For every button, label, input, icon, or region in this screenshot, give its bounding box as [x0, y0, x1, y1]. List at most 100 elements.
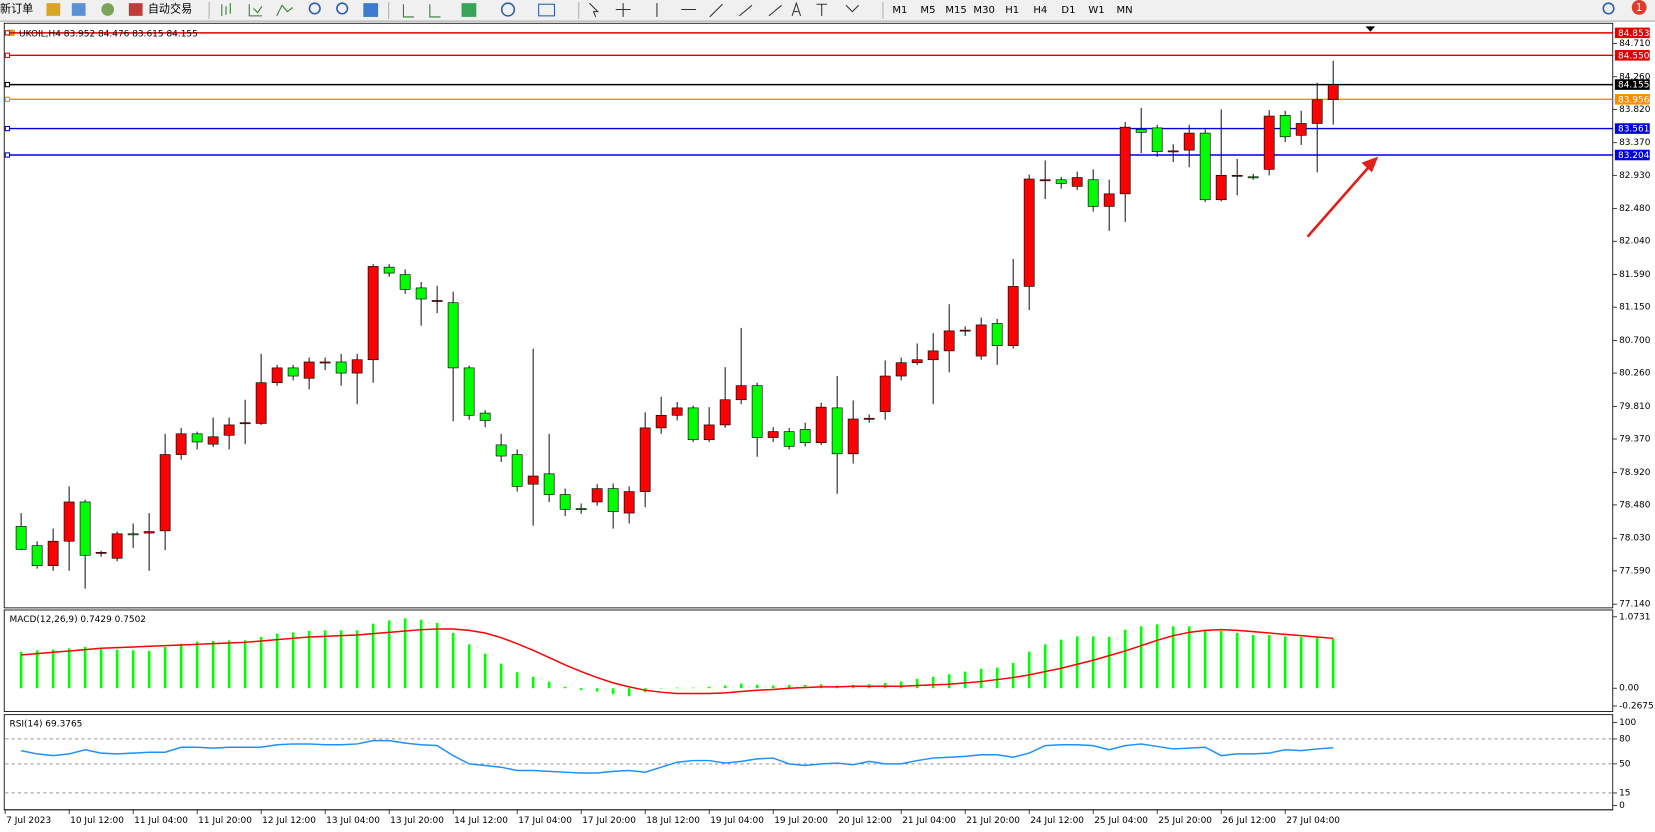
y-tick-label: 78.480: [1619, 500, 1651, 510]
timeframe-button[interactable]: M30: [973, 5, 994, 16]
icon: [538, 3, 556, 17]
candle-body: [1071, 177, 1083, 187]
x-tick-label: 17 Jul 04:00: [518, 816, 572, 826]
candle-body: [575, 508, 587, 510]
x-tick-label: 17 Jul 20:00: [582, 816, 636, 826]
timeframe-button[interactable]: M1: [892, 5, 907, 16]
histogram-bar: [307, 631, 311, 689]
histogram-bar: [179, 643, 183, 689]
x-tick-label: 11 Jul 04:00: [134, 816, 188, 826]
y-tick-label: 0: [1619, 801, 1625, 811]
candle-body: [479, 412, 491, 421]
timeframe-button[interactable]: D1: [1061, 5, 1075, 16]
zoom-in[interactable]: [308, 2, 321, 15]
histogram-bar: [995, 667, 999, 689]
timeframe-button[interactable]: H4: [1033, 5, 1047, 16]
histogram-bar: [1283, 636, 1287, 689]
histogram-bar: [627, 688, 631, 697]
x-tick-label: 10 Jul 12:00: [70, 816, 124, 826]
candle-body: [527, 475, 539, 485]
notification-count: 1: [1636, 2, 1643, 14]
pane-title: RSI(14) 69.3765: [10, 720, 83, 730]
y-tick-label: 84.710: [1619, 39, 1651, 49]
timeframe-button[interactable]: M15: [945, 5, 966, 16]
timeframe-button[interactable]: M5: [920, 5, 935, 16]
candle-body: [559, 494, 571, 510]
level-label: 83.561: [1618, 125, 1649, 135]
auto-trade-button[interactable]: 自动交易: [148, 2, 192, 16]
level-label-bg: [1614, 123, 1650, 134]
histogram-bar: [435, 623, 439, 689]
y-tick-label: 80.260: [1619, 369, 1651, 379]
y-tick-label: 77.140: [1619, 600, 1651, 610]
histogram-bar: [963, 671, 967, 689]
icon: [46, 3, 61, 16]
histogram-bar: [147, 650, 151, 689]
timeframe-button[interactable]: W1: [1088, 5, 1104, 16]
drawing-tools[interactable]: [588, 2, 782, 18]
level-label-bg: [1614, 50, 1650, 61]
timeframe-button[interactable]: H1: [1005, 5, 1019, 16]
candle-body: [895, 362, 907, 377]
notification-badge[interactable]: [1631, 0, 1647, 15]
histogram-bar: [1251, 634, 1255, 689]
icon: [221, 3, 293, 17]
candle-body: [239, 422, 251, 425]
candle-body: [399, 274, 411, 290]
x-tick-label: 25 Jul 20:00: [1158, 816, 1212, 826]
histogram-bar: [451, 632, 455, 689]
x-tick-label: 12 Jul 12:00: [262, 816, 316, 826]
candle-body: [1103, 193, 1115, 207]
candle-body: [799, 429, 811, 444]
y-tick-label: 78.920: [1619, 468, 1651, 478]
candle-body: [959, 329, 971, 332]
histogram-bar: [275, 633, 279, 689]
drawing-tools[interactable]: [791, 1, 860, 17]
histogram-bar: [947, 674, 951, 689]
timeframe-button[interactable]: MN: [1117, 5, 1133, 16]
arrow-shaft: [1306, 166, 1370, 238]
level-label: 84.155: [1618, 81, 1649, 91]
histogram-bar: [131, 650, 135, 689]
y-tick-label: 79.810: [1619, 402, 1651, 412]
candle-body: [1151, 127, 1163, 152]
y-tick-label: 0.00: [1619, 684, 1639, 694]
level-label-bg: [1614, 79, 1650, 90]
candle-body: [879, 375, 891, 412]
y-tick-label: -0.2675: [1619, 701, 1654, 711]
candle-body: [639, 427, 651, 492]
main-pane-frame: [3, 22, 1614, 609]
histogram-bar: [579, 688, 583, 691]
x-tick-label: 20 Jul 12:00: [838, 816, 892, 826]
histogram-bar: [659, 688, 663, 689]
histogram-bar: [483, 653, 487, 689]
histogram-bar: [547, 681, 551, 689]
pane-title: MACD(12,26,9) 0.7429 0.7502: [10, 615, 147, 625]
candle-body: [815, 406, 827, 444]
candle-body: [1039, 179, 1051, 182]
candle-body: [63, 501, 75, 542]
histogram-bar: [371, 623, 375, 689]
histogram-bar: [227, 640, 231, 689]
histogram-bar: [1011, 662, 1015, 689]
zoom-out[interactable]: [336, 2, 349, 15]
histogram-bar: [259, 636, 263, 689]
candle-body: [1231, 174, 1243, 177]
candle-body: [591, 488, 603, 503]
histogram-bar: [99, 648, 103, 689]
histogram-bar: [675, 687, 679, 689]
candle-body: [415, 287, 427, 300]
new-order-button[interactable]: 新订单: [0, 2, 33, 16]
y-tick-label: 79.370: [1619, 434, 1651, 444]
candle-body: [975, 324, 987, 357]
x-tick-label: 11 Jul 20:00: [198, 816, 252, 826]
candle-body: [671, 407, 683, 416]
level-label: 83.204: [1618, 151, 1650, 161]
histogram-bar: [419, 619, 423, 689]
x-tick-label: 14 Jul 12:00: [454, 816, 508, 826]
level-label: 84.853: [1618, 29, 1649, 39]
candle-body: [911, 359, 923, 364]
icon: [71, 3, 86, 16]
search-button[interactable]: [1602, 2, 1615, 15]
